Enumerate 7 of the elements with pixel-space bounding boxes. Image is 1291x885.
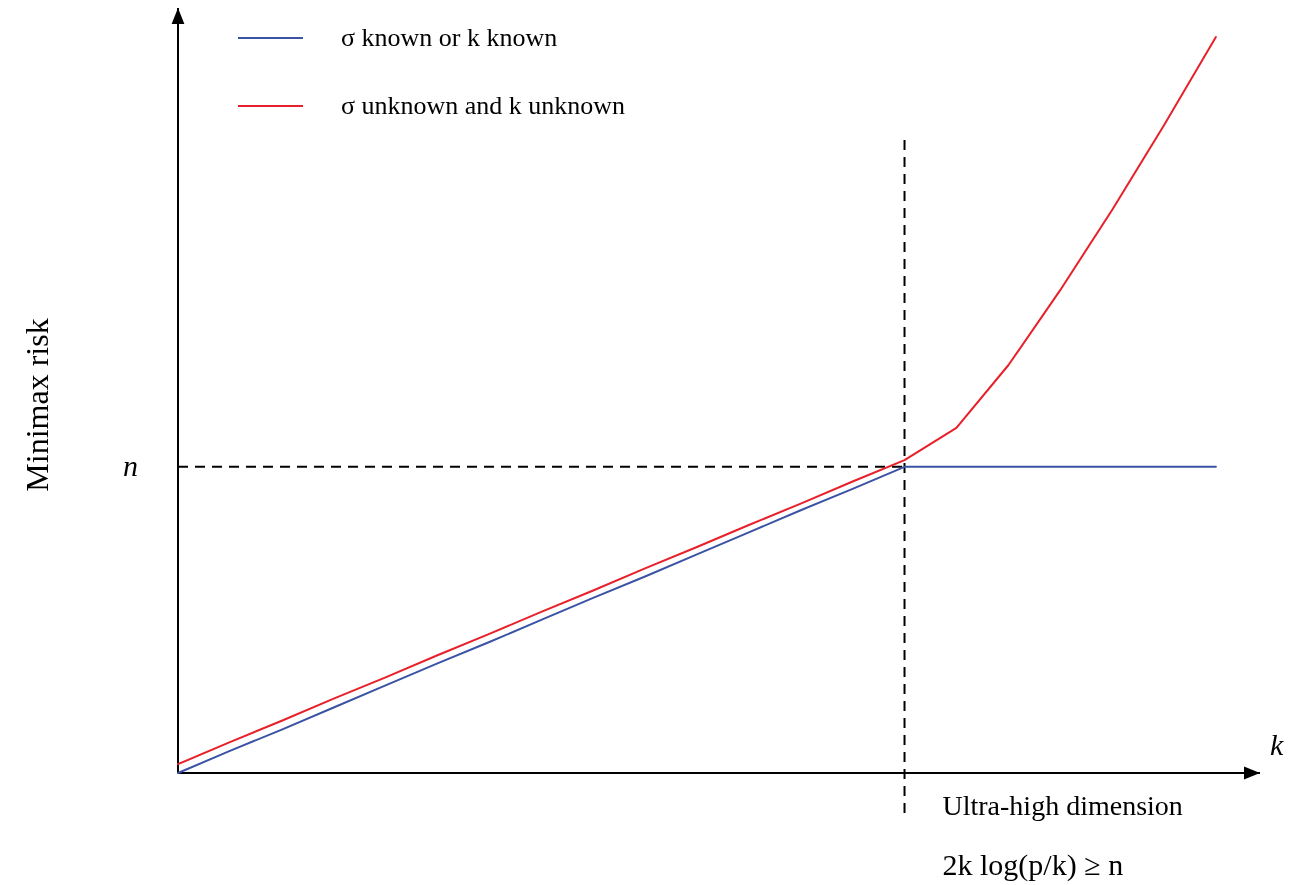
- y-axis-title: Minimax risk: [19, 318, 55, 492]
- ref-line-label: n: [123, 448, 138, 482]
- legend-label: σ known or k known: [341, 23, 558, 52]
- x-axis-title: k: [1270, 728, 1284, 761]
- text: 2k log(p/k) ≥ n: [942, 848, 1124, 882]
- legend-label: σ unknown and k unknown: [341, 91, 626, 120]
- text: Ultra-high dimension: [942, 790, 1183, 821]
